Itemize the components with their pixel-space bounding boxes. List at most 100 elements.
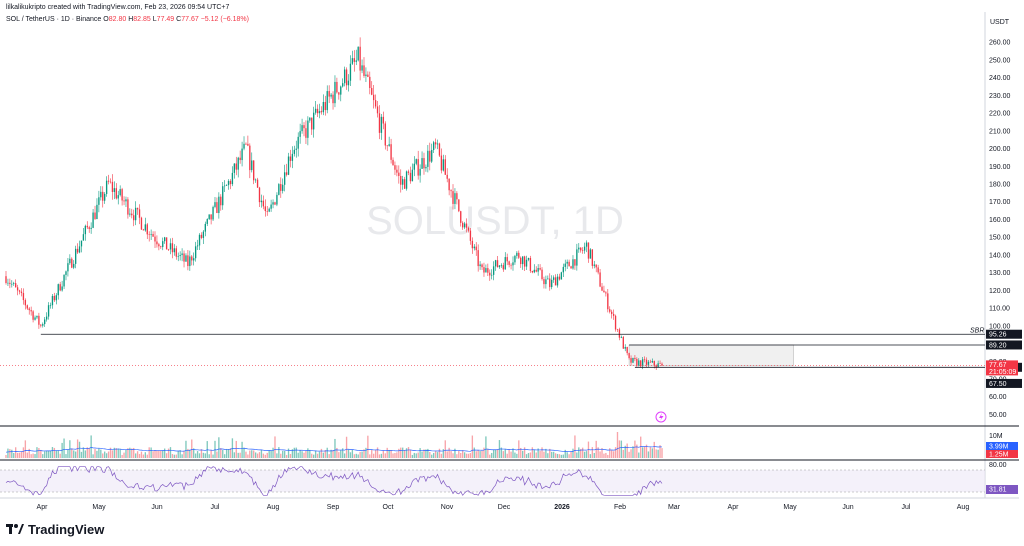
candle-body (148, 234, 150, 235)
volume-bar (129, 447, 131, 458)
volume-ma-badge (986, 450, 1018, 458)
candle-body (520, 257, 522, 265)
volume-bar (9, 449, 11, 458)
volume-bar (580, 448, 582, 458)
volume-bar (371, 449, 373, 458)
volume-bar (301, 451, 303, 458)
price-tick-label: 120.00 (989, 288, 1011, 295)
volume-bar (541, 447, 543, 458)
candle-body (521, 256, 524, 265)
volume-bar (107, 451, 110, 458)
time-tick-label: Oct (383, 504, 394, 511)
candle-body (429, 150, 431, 162)
level-price-badge (986, 340, 1022, 350)
candle-body (483, 267, 485, 273)
volume-bar (293, 447, 296, 458)
symbol-legend[interactable]: SOL / TetherUS · 1D · Binance O82.80 H82… (6, 16, 249, 23)
candle-body (425, 166, 427, 169)
candle-body (280, 184, 282, 191)
volume-bar (55, 450, 57, 458)
lightning-icon[interactable] (655, 411, 667, 423)
candle-body (597, 267, 599, 273)
candle-body (369, 76, 371, 88)
candle-body (634, 357, 636, 359)
volume-bar (419, 448, 421, 458)
volume-bar (204, 453, 206, 458)
volume-bar (227, 449, 230, 458)
candle-body (142, 229, 145, 231)
candle-body (491, 274, 493, 276)
volume-bar (655, 449, 657, 458)
candle-body (510, 264, 512, 266)
candle-body (427, 150, 429, 167)
candle-body (76, 248, 79, 253)
volume-bar (632, 446, 634, 458)
price-tick-label: 260.00 (989, 40, 1011, 47)
candle-body (624, 346, 626, 349)
candle-body (63, 274, 65, 287)
volume-bar (349, 452, 352, 458)
volume-bar (183, 450, 185, 458)
candle-body (402, 179, 404, 185)
candle-body (204, 223, 206, 232)
candle-body (411, 169, 414, 182)
candle-body (283, 172, 286, 185)
volume-bar (626, 443, 628, 458)
volume-bar (463, 452, 466, 458)
candle-body (572, 259, 574, 269)
candle-body (330, 94, 332, 97)
volume-bar (336, 447, 338, 458)
candle-body (336, 81, 338, 93)
candle-body (502, 265, 504, 270)
candle-body (229, 180, 232, 185)
candle-body (599, 272, 601, 287)
volume-bar (196, 451, 199, 458)
volume-bar (96, 450, 98, 458)
volume-bar (612, 451, 615, 458)
candle-body (415, 159, 417, 164)
volume-bar (535, 452, 537, 458)
candle-body (516, 252, 518, 256)
volume-bar (425, 449, 427, 458)
volume-bar (386, 447, 388, 458)
volume-bar (88, 447, 90, 458)
volume-bar (345, 436, 348, 458)
volume-bar (237, 452, 239, 458)
volume-bar (624, 445, 626, 458)
candle-body (214, 202, 216, 207)
candle-body (276, 194, 278, 205)
price-tick-label: 170.00 (989, 199, 1011, 206)
volume-bar (314, 450, 317, 458)
volume-bar (618, 440, 621, 458)
volume-bar (429, 451, 431, 458)
volume-bar (465, 453, 468, 458)
volume-bar (109, 447, 112, 458)
volume-ma-label: 1.25M (989, 452, 1009, 459)
volume-bar (22, 447, 25, 458)
volume-bar (392, 453, 394, 458)
candle-body (382, 116, 385, 124)
candle-body (458, 199, 460, 212)
tradingview-logo[interactable]: TradingView (6, 522, 104, 537)
volume-bar (583, 451, 586, 458)
volume-bar (398, 448, 400, 458)
volume-bar (98, 448, 100, 458)
volume-bar (152, 451, 154, 458)
volume-bar (272, 447, 274, 458)
volume-bar (229, 448, 232, 458)
volume-bar (26, 452, 28, 458)
candle-body (562, 266, 564, 273)
volume-bar (361, 451, 363, 458)
candle-body (171, 243, 174, 253)
volume-bar (467, 453, 470, 458)
candle-body (525, 259, 528, 267)
volume-bar (403, 450, 406, 458)
volume-bar (390, 450, 392, 458)
volume-bar (171, 453, 174, 458)
candle-body (380, 116, 383, 133)
volume-bar (74, 451, 77, 458)
candle-body (498, 265, 501, 268)
volume-bar (245, 451, 247, 458)
time-tick-label: Jul (902, 504, 911, 511)
price-tick-label: 250.00 (989, 57, 1011, 64)
